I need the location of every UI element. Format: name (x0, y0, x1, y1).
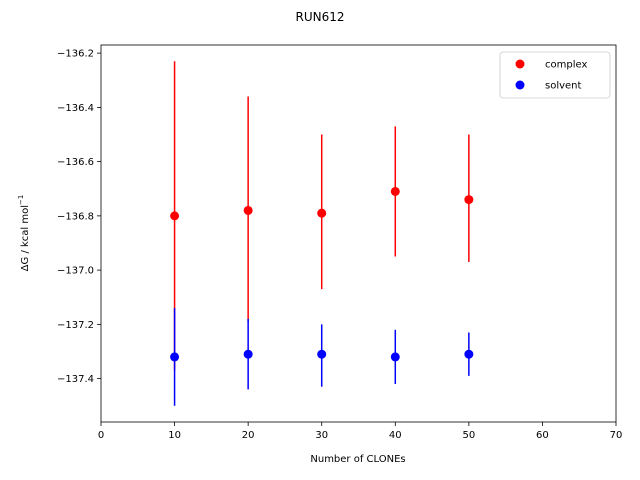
y-axis-label: ΔG / kcal mol−1 (17, 195, 31, 272)
y-axis: −137.4 −137.2 −137.0 −136.8 −136.6 −136.4 −136… (57, 49, 101, 385)
legend-label-solvent: solvent (545, 81, 582, 92)
y-tick-label: −136.2 (57, 49, 94, 60)
x-axis-label: Number of CLONEs (310, 454, 405, 465)
solvent-point (243, 349, 253, 359)
y-tick-label: −137.0 (57, 266, 94, 277)
x-tick-label: 50 (462, 430, 475, 441)
complex-point (390, 186, 400, 196)
complex-point (243, 205, 253, 215)
y-tick-label: −137.4 (57, 374, 94, 385)
x-tick-label: 10 (168, 430, 181, 441)
solvent-point (390, 352, 400, 362)
y-axis-label-main: ΔG / kcal mol (20, 205, 31, 271)
solvent-point (464, 349, 474, 359)
complex-point (317, 208, 327, 218)
x-tick-label: 30 (315, 430, 328, 441)
complex-point (170, 211, 180, 221)
x-tick-label: 70 (610, 430, 623, 441)
plot-area (170, 61, 474, 406)
y-tick-label: −137.2 (57, 320, 94, 331)
x-tick-label: 60 (536, 430, 549, 441)
solvent-point (317, 349, 327, 359)
y-axis-label-superscript: −1 (17, 195, 25, 205)
legend-box (499, 51, 611, 99)
y-tick-label: −136.6 (57, 157, 94, 168)
axes-frame (100, 44, 617, 423)
legend-marker-complex (515, 59, 525, 69)
legend-marker-solvent (515, 80, 525, 90)
chart-title: RUN612 (295, 10, 344, 24)
x-tick-label: 0 (98, 430, 104, 441)
y-tick-label: −136.8 (57, 211, 94, 222)
legend: complex solvent (499, 51, 611, 99)
x-tick-label: 20 (242, 430, 255, 441)
complex-point (464, 195, 474, 205)
x-tick-label: 40 (389, 430, 402, 441)
y-tick-label: −136.4 (57, 103, 94, 114)
legend-label-complex: complex (545, 60, 587, 71)
solvent-point (170, 352, 180, 362)
x-axis: 0 10 20 30 40 50 60 70 (98, 422, 623, 441)
